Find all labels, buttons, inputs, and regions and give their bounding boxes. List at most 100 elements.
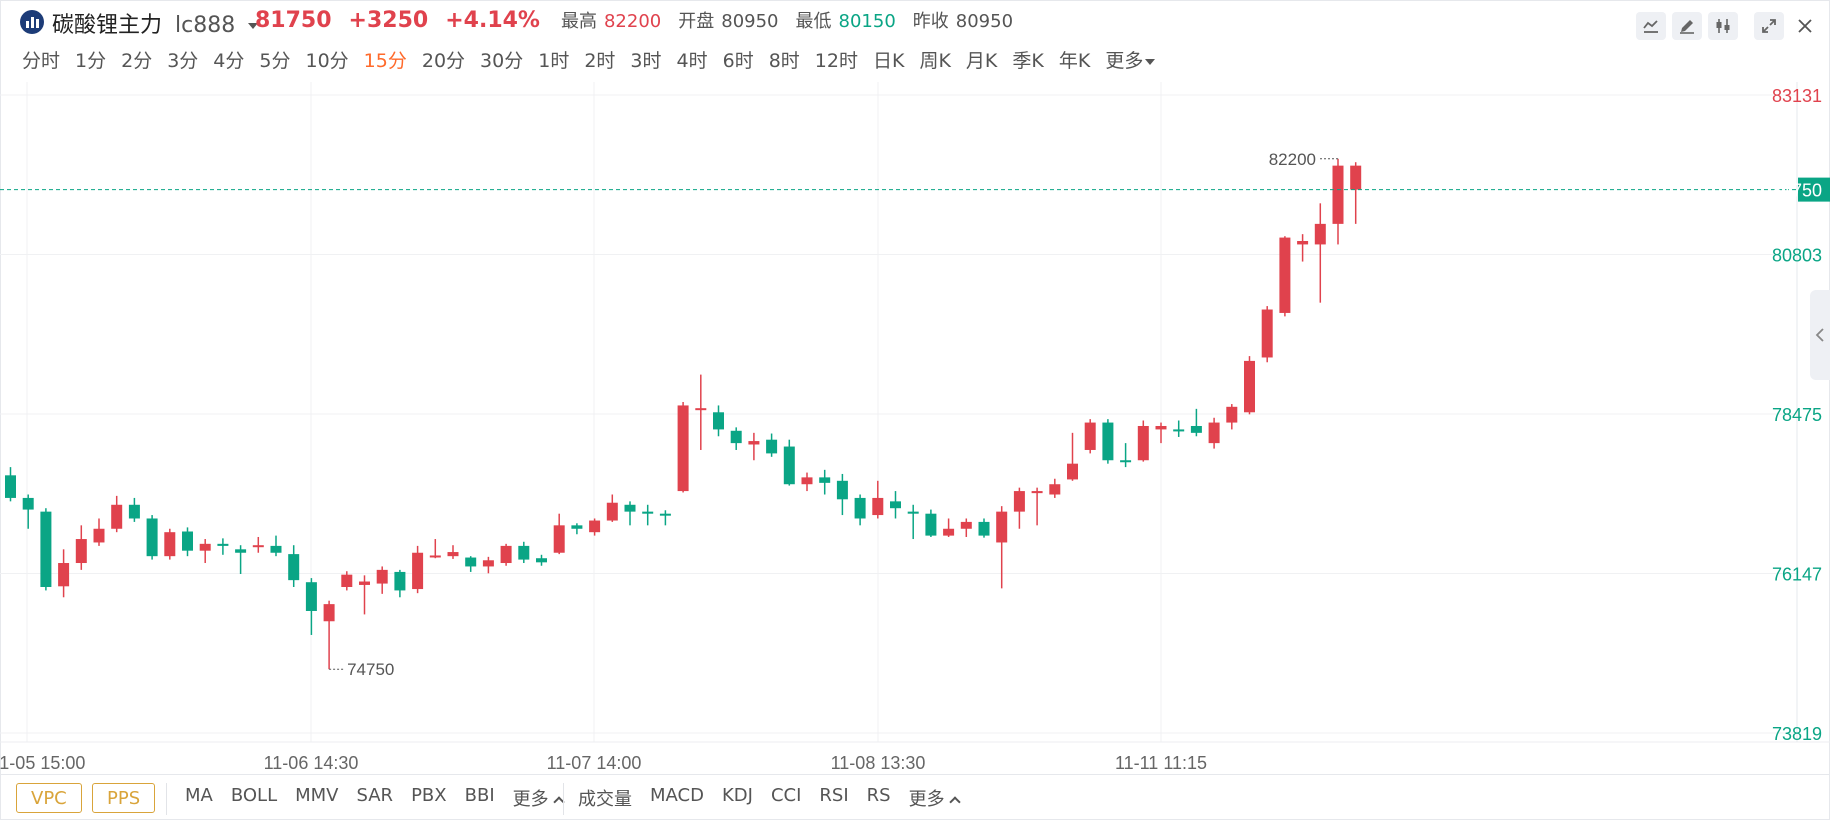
close-button[interactable] <box>1790 12 1820 40</box>
candle-body[interactable] <box>1049 484 1061 495</box>
candle-body[interactable] <box>659 513 671 516</box>
candle-body[interactable] <box>341 574 353 587</box>
indicator-item[interactable]: BOLL <box>230 785 278 806</box>
candle-body[interactable] <box>58 563 70 587</box>
candle-body[interactable] <box>836 480 848 500</box>
candle-body[interactable] <box>713 412 724 430</box>
candle-body[interactable] <box>500 545 512 564</box>
candle-body[interactable] <box>571 525 583 529</box>
candle-body[interactable] <box>288 554 300 581</box>
indicator-item[interactable]: MMV <box>295 785 339 806</box>
period-tab[interactable]: 3时 <box>630 50 662 72</box>
candle-body[interactable] <box>412 552 424 590</box>
candle-body[interactable] <box>111 504 123 529</box>
candle-body[interactable] <box>1208 422 1220 444</box>
candle-body[interactable] <box>536 558 547 563</box>
expand-button[interactable] <box>1754 12 1784 40</box>
period-tab[interactable]: 2时 <box>584 50 616 72</box>
candle-body[interactable] <box>447 552 459 557</box>
indicator-item[interactable]: PBX <box>411 785 447 806</box>
candle-body[interactable] <box>40 511 52 587</box>
candle-body[interactable] <box>978 521 990 536</box>
collapse-sidebar-button[interactable] <box>1810 290 1830 380</box>
candle-body[interactable] <box>323 604 335 622</box>
candle-body[interactable] <box>1279 237 1291 313</box>
period-tab[interactable]: 12时 <box>814 50 858 72</box>
draw-tool-button[interactable] <box>1672 12 1702 40</box>
candle-body[interactable] <box>1155 425 1167 430</box>
candle-body[interactable] <box>429 555 441 558</box>
candle-body[interactable] <box>960 521 972 529</box>
candle-body[interactable] <box>482 560 494 567</box>
instrument-selector[interactable]: 碳酸锂主力 lc888 <box>52 7 259 39</box>
indicator-item[interactable]: BBI <box>464 785 495 806</box>
candle-body[interactable] <box>1332 165 1344 224</box>
candle-body[interactable] <box>907 511 919 514</box>
candle-body[interactable] <box>5 475 16 498</box>
candle-body[interactable] <box>1314 223 1326 245</box>
period-tab[interactable]: 8时 <box>768 50 800 72</box>
candle-body[interactable] <box>854 497 866 519</box>
candle-body[interactable] <box>996 511 1008 543</box>
period-tab[interactable]: 5分 <box>259 50 291 72</box>
period-tab[interactable]: 3分 <box>167 50 199 72</box>
candle-body[interactable] <box>624 504 636 512</box>
candle-body[interactable] <box>589 520 601 533</box>
settings-button[interactable] <box>1708 12 1738 40</box>
indicator-item[interactable]: KDJ <box>721 785 753 806</box>
candle-body[interactable] <box>182 531 193 551</box>
candle-body[interactable] <box>252 545 264 548</box>
indicator-item[interactable]: SAR <box>356 785 394 806</box>
candle-body[interactable] <box>1173 429 1185 432</box>
candle-body[interactable] <box>128 504 140 519</box>
period-tab[interactable]: 2分 <box>121 50 153 72</box>
candle-body[interactable] <box>677 405 689 492</box>
candle-body[interactable] <box>1084 422 1096 450</box>
candle-body[interactable] <box>695 408 707 411</box>
indicator-item[interactable]: MA <box>185 785 213 806</box>
indicator-item[interactable]: 更多 <box>909 785 977 811</box>
candle-body[interactable] <box>1067 463 1078 480</box>
candle-body[interactable] <box>819 477 831 483</box>
candle-body[interactable] <box>801 477 813 485</box>
candle-body[interactable] <box>1137 425 1149 461</box>
candle-body[interactable] <box>730 430 742 444</box>
candle-body[interactable] <box>465 557 477 567</box>
indicator-item[interactable]: 成交量 <box>578 789 632 810</box>
candle-body[interactable] <box>518 545 530 560</box>
candle-body[interactable] <box>1244 360 1255 413</box>
indicator-item[interactable]: 更多 <box>513 785 581 811</box>
candle-body[interactable] <box>1297 241 1309 245</box>
period-tab[interactable]: 分时 <box>22 50 61 72</box>
candle-body[interactable] <box>783 446 795 485</box>
candle-body[interactable] <box>1350 165 1362 190</box>
period-tab[interactable]: 1分 <box>75 50 107 72</box>
vpc-button[interactable]: VPC <box>16 783 82 813</box>
candle-body[interactable] <box>1102 422 1114 461</box>
candle-body[interactable] <box>1031 491 1043 494</box>
period-tab[interactable]: 6时 <box>722 50 754 72</box>
candle-body[interactable] <box>394 571 406 591</box>
candle-body[interactable] <box>270 545 282 553</box>
candle-body[interactable] <box>376 569 388 584</box>
indicator-item[interactable]: CCI <box>770 785 802 806</box>
candle-body[interactable] <box>748 441 760 445</box>
candle-body[interactable] <box>93 528 105 543</box>
candle-body[interactable] <box>872 497 884 516</box>
period-tab[interactable]: 季K <box>1012 50 1044 72</box>
candlestick-chart[interactable]: 83131 80803 78475 76147 73819 11-05 15:00 11-0… <box>0 82 1830 774</box>
period-tab[interactable]: 15分 <box>363 50 407 72</box>
candle-body[interactable] <box>146 518 158 557</box>
period-tab[interactable]: 更多 <box>1105 46 1170 73</box>
candle-body[interactable] <box>164 532 176 557</box>
pps-button[interactable]: PPS <box>92 783 156 813</box>
indicator-item[interactable]: MACD <box>650 785 704 806</box>
draw-line-button[interactable] <box>1636 12 1666 40</box>
period-tab[interactable]: 4时 <box>676 50 708 72</box>
candle-body[interactable] <box>1190 425 1202 433</box>
candle-body[interactable] <box>943 528 955 536</box>
period-tab[interactable]: 月K <box>965 50 998 72</box>
period-tab[interactable]: 30分 <box>480 50 524 72</box>
candle-body[interactable] <box>553 525 565 553</box>
candle-body[interactable] <box>766 439 778 454</box>
